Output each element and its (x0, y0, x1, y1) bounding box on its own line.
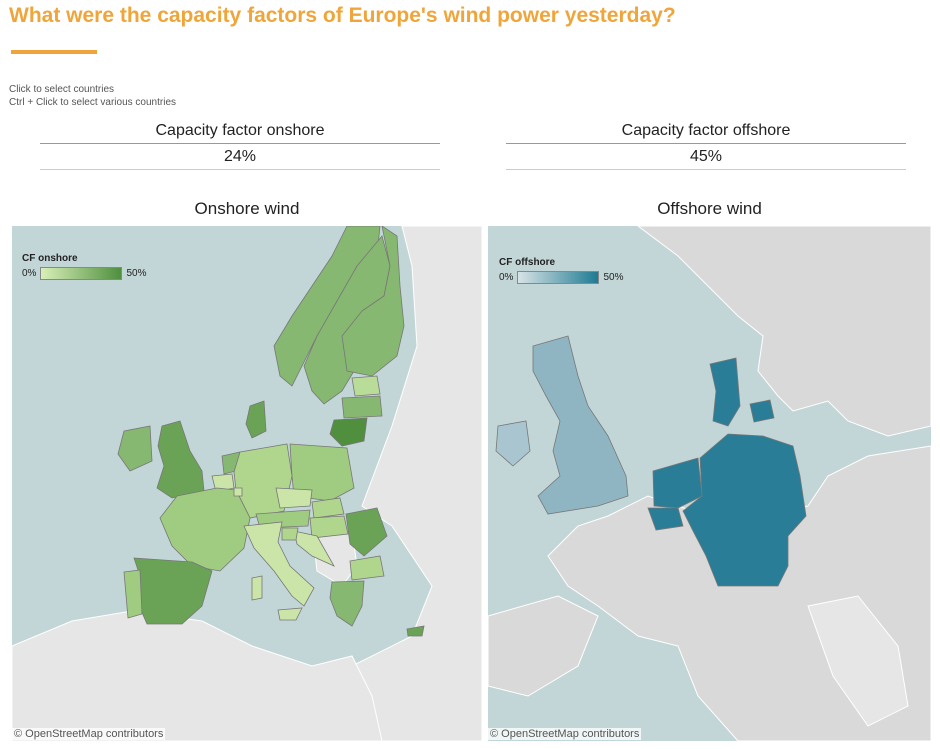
instruction-ctrl-click: Ctrl + Click to select various countries (9, 97, 177, 108)
country-lithuania[interactable] (329, 417, 368, 447)
onshore-map-title: Onshore wind (194, 199, 300, 218)
offshore-map-canvas[interactable] (488, 226, 931, 741)
onshore-legend-max: 50% (126, 268, 147, 279)
country-italy[interactable] (243, 521, 315, 607)
country-luxembourg[interactable] (233, 487, 243, 497)
country-cyprus[interactable] (406, 625, 425, 637)
title-underline (11, 50, 97, 54)
country-ireland[interactable] (117, 425, 153, 472)
offshore-legend-max: 50% (603, 272, 624, 283)
instruction-click: Click to select countries (9, 84, 115, 95)
country-latvia[interactable] (341, 395, 383, 419)
onshore-legend-min: 0% (22, 268, 37, 279)
offshore-map[interactable]: CF offshore 0% 50% © OpenStreetMap contr… (488, 226, 931, 741)
country-denmark-islands[interactable] (749, 399, 775, 423)
offshore-legend-min: 0% (499, 272, 514, 283)
country-denmark[interactable] (709, 357, 741, 427)
scandinavia-land (637, 226, 931, 437)
country-germany[interactable] (682, 433, 807, 587)
country-bulgaria[interactable] (349, 555, 385, 581)
offshore-legend-ramp (517, 271, 600, 284)
kpi-onshore-label: Capacity factor onshore (40, 122, 440, 144)
onshore-legend: CF onshore 0% 50% (22, 253, 146, 280)
country-croatia[interactable] (293, 530, 335, 567)
country-sardinia[interactable] (251, 575, 263, 601)
onshore-legend-title: CF onshore (22, 253, 78, 264)
kpi-onshore: Capacity factor onshore 24% (40, 122, 440, 170)
offshore-legend-title: CF offshore (499, 257, 556, 268)
country-romania[interactable] (345, 507, 388, 557)
country-finland[interactable] (341, 226, 405, 377)
iberia-land (488, 595, 599, 697)
country-france[interactable] (159, 487, 251, 572)
instructions: Click to select countries Ctrl + Click t… (9, 83, 176, 109)
country-denmark[interactable] (245, 400, 267, 439)
onshore-attribution[interactable]: © OpenStreetMap contributors (12, 728, 166, 740)
country-belgium[interactable] (647, 507, 684, 531)
country-sicily[interactable] (277, 607, 303, 621)
onshore-legend-ramp (40, 267, 123, 280)
country-slovenia[interactable] (281, 527, 299, 541)
offshore-attribution[interactable]: © OpenStreetMap contributors (488, 728, 642, 740)
balkans-land (807, 595, 909, 727)
page-title: What were the capacity factors of Europe… (9, 4, 676, 27)
country-netherlands[interactable] (652, 457, 703, 509)
country-hungary[interactable] (309, 515, 349, 539)
kpi-offshore-label: Capacity factor offshore (506, 122, 906, 144)
country-greece[interactable] (329, 580, 365, 627)
offshore-legend: CF offshore 0% 50% (499, 257, 623, 284)
country-estonia[interactable] (351, 375, 381, 397)
onshore-map-canvas[interactable] (12, 226, 482, 741)
onshore-map[interactable]: CF onshore 0% 50% © OpenStreetMap contri… (12, 226, 482, 741)
kpi-offshore-value: 45% (506, 144, 906, 170)
kpi-offshore: Capacity factor offshore 45% (506, 122, 906, 170)
kpi-onshore-value: 24% (40, 144, 440, 170)
country-czechia[interactable] (275, 487, 313, 509)
north-africa-land (12, 610, 383, 741)
country-portugal[interactable] (123, 569, 143, 619)
country-slovakia[interactable] (311, 497, 345, 519)
eastern-europe-land (341, 226, 482, 741)
offshore-map-title: Offshore wind (657, 199, 762, 218)
country-united-kingdom[interactable] (532, 335, 629, 515)
country-ireland[interactable] (495, 420, 531, 467)
